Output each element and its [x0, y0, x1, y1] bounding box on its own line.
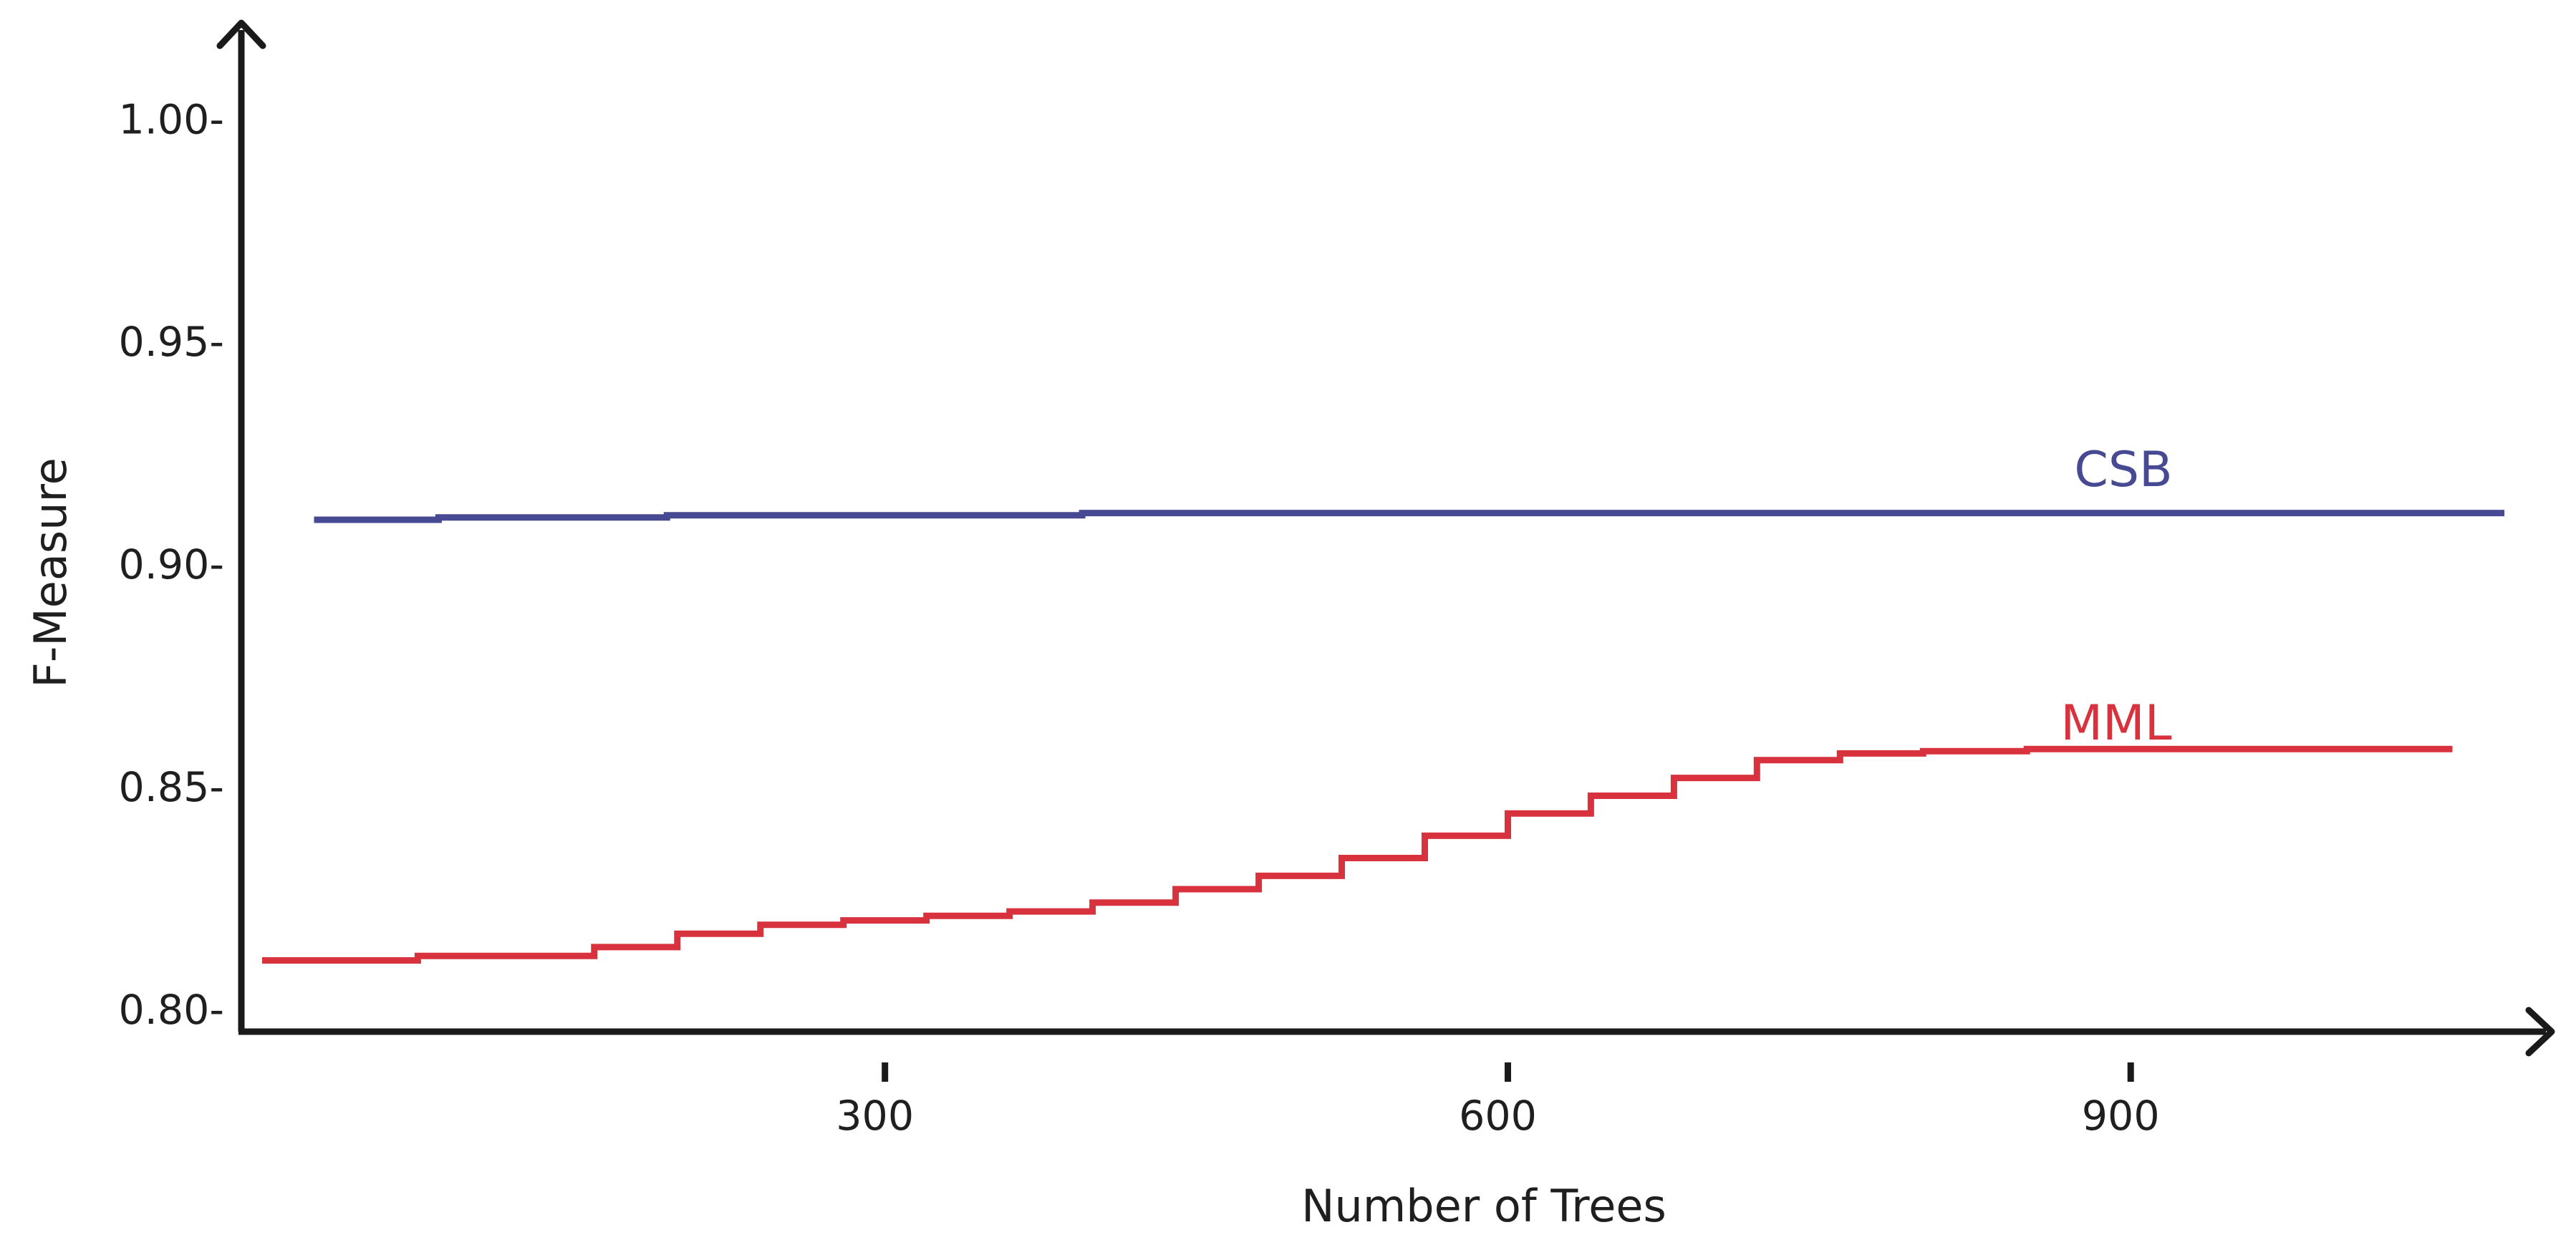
y-tick-label: 0.80- [119, 987, 224, 1034]
y-tick-label: 1.00- [119, 96, 224, 143]
y-tick-label: 0.95- [119, 319, 224, 366]
y-ticks: 0.80- 0.85- 0.90- 0.95- 1.00- [119, 96, 224, 1034]
mml-series-label: MML [2060, 695, 2171, 752]
x-tick-label: 600 [1459, 1092, 1537, 1140]
axes [216, 19, 2555, 1057]
x-tick-label: 900 [2082, 1092, 2160, 1140]
x-tick-label: 300 [836, 1092, 914, 1140]
x-axis-title: Number of Trees [1301, 1180, 1666, 1232]
series-line-mml [262, 745, 2453, 964]
series-line-csb [314, 510, 2504, 523]
series-layer [262, 510, 2504, 964]
x-ticks: 300 600 900 [836, 1062, 2160, 1140]
x-axis-arrow-icon [2525, 1007, 2555, 1057]
y-axis-title: F-Measure [24, 457, 77, 688]
y-tick-label: 0.90- [119, 541, 224, 588]
y-axis-arrow-icon [216, 19, 266, 49]
csb-series-label: CSB [2074, 442, 2172, 498]
y-tick-label: 0.85- [119, 764, 224, 811]
